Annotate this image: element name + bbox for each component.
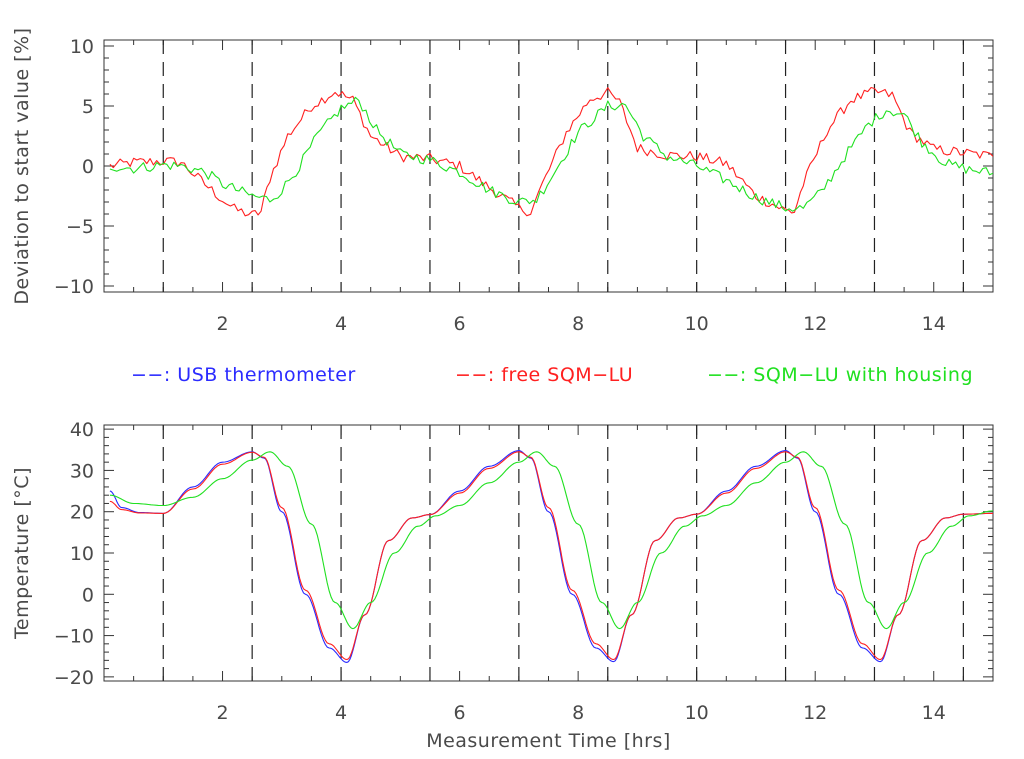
- series-line-housing: [109, 96, 993, 212]
- legend-entry-usb: −−: USB thermometer: [131, 364, 356, 386]
- x-tick-label: 6: [454, 702, 466, 724]
- x-tick-label: 14: [922, 313, 946, 335]
- legend-entry-free: −−: free SQM−LU: [455, 364, 633, 386]
- x-tick-label: 8: [572, 702, 584, 724]
- y-axis-title: Temperature [°C]: [11, 467, 33, 640]
- y-tick-label: 10: [70, 543, 94, 565]
- x-axis-title: Measurement Time [hrs]: [426, 730, 671, 752]
- x-tick-label: 8: [572, 313, 584, 335]
- y-tick-label: −20: [54, 667, 94, 689]
- y-tick-label: 0: [82, 156, 94, 178]
- x-tick-label: 14: [922, 702, 946, 724]
- y-tick-label: 40: [70, 419, 94, 441]
- y-tick-label: −10: [54, 626, 94, 648]
- legend-entry-housing: −−: SQM−LU with housing: [707, 364, 973, 386]
- x-tick-label: 2: [216, 313, 228, 335]
- x-tick-label: 4: [335, 313, 347, 335]
- series-line-free: [109, 86, 993, 217]
- y-tick-label: −10: [54, 276, 94, 298]
- series-line-housing: [109, 451, 993, 630]
- x-tick-label: 2: [216, 702, 228, 724]
- temperature-plot: 2 4 6 8 10 12 14 40 30 20 10 0 −10 −20 Temperature [°C…: [11, 419, 994, 752]
- deviation-plot: 2 4 6 8 10 12 14 10 5 0 −5 −10 Deviation to start va…: [11, 27, 994, 335]
- y-tick-label: 30: [70, 460, 94, 482]
- y-tick-label: −5: [66, 216, 94, 238]
- x-tick-label: 6: [454, 313, 466, 335]
- x-tick-label: 4: [335, 702, 347, 724]
- y-tick-label: 0: [82, 584, 94, 606]
- y-tick-label: 10: [70, 36, 94, 58]
- x-tick-label: 10: [685, 702, 709, 724]
- y-tick-label: 5: [82, 96, 94, 118]
- series-line-usb: [109, 450, 993, 663]
- series-line-free: [109, 451, 993, 661]
- x-tick-label: 12: [803, 702, 827, 724]
- x-tick-label: 10: [685, 313, 709, 335]
- chart-legend: −−: USB thermometer −−: free SQM−LU −−: …: [131, 364, 973, 386]
- y-axis-title: Deviation to start value [%]: [11, 27, 33, 304]
- y-tick-label: 20: [70, 502, 94, 524]
- x-tick-label: 12: [803, 313, 827, 335]
- plot-frame: [103, 39, 994, 293]
